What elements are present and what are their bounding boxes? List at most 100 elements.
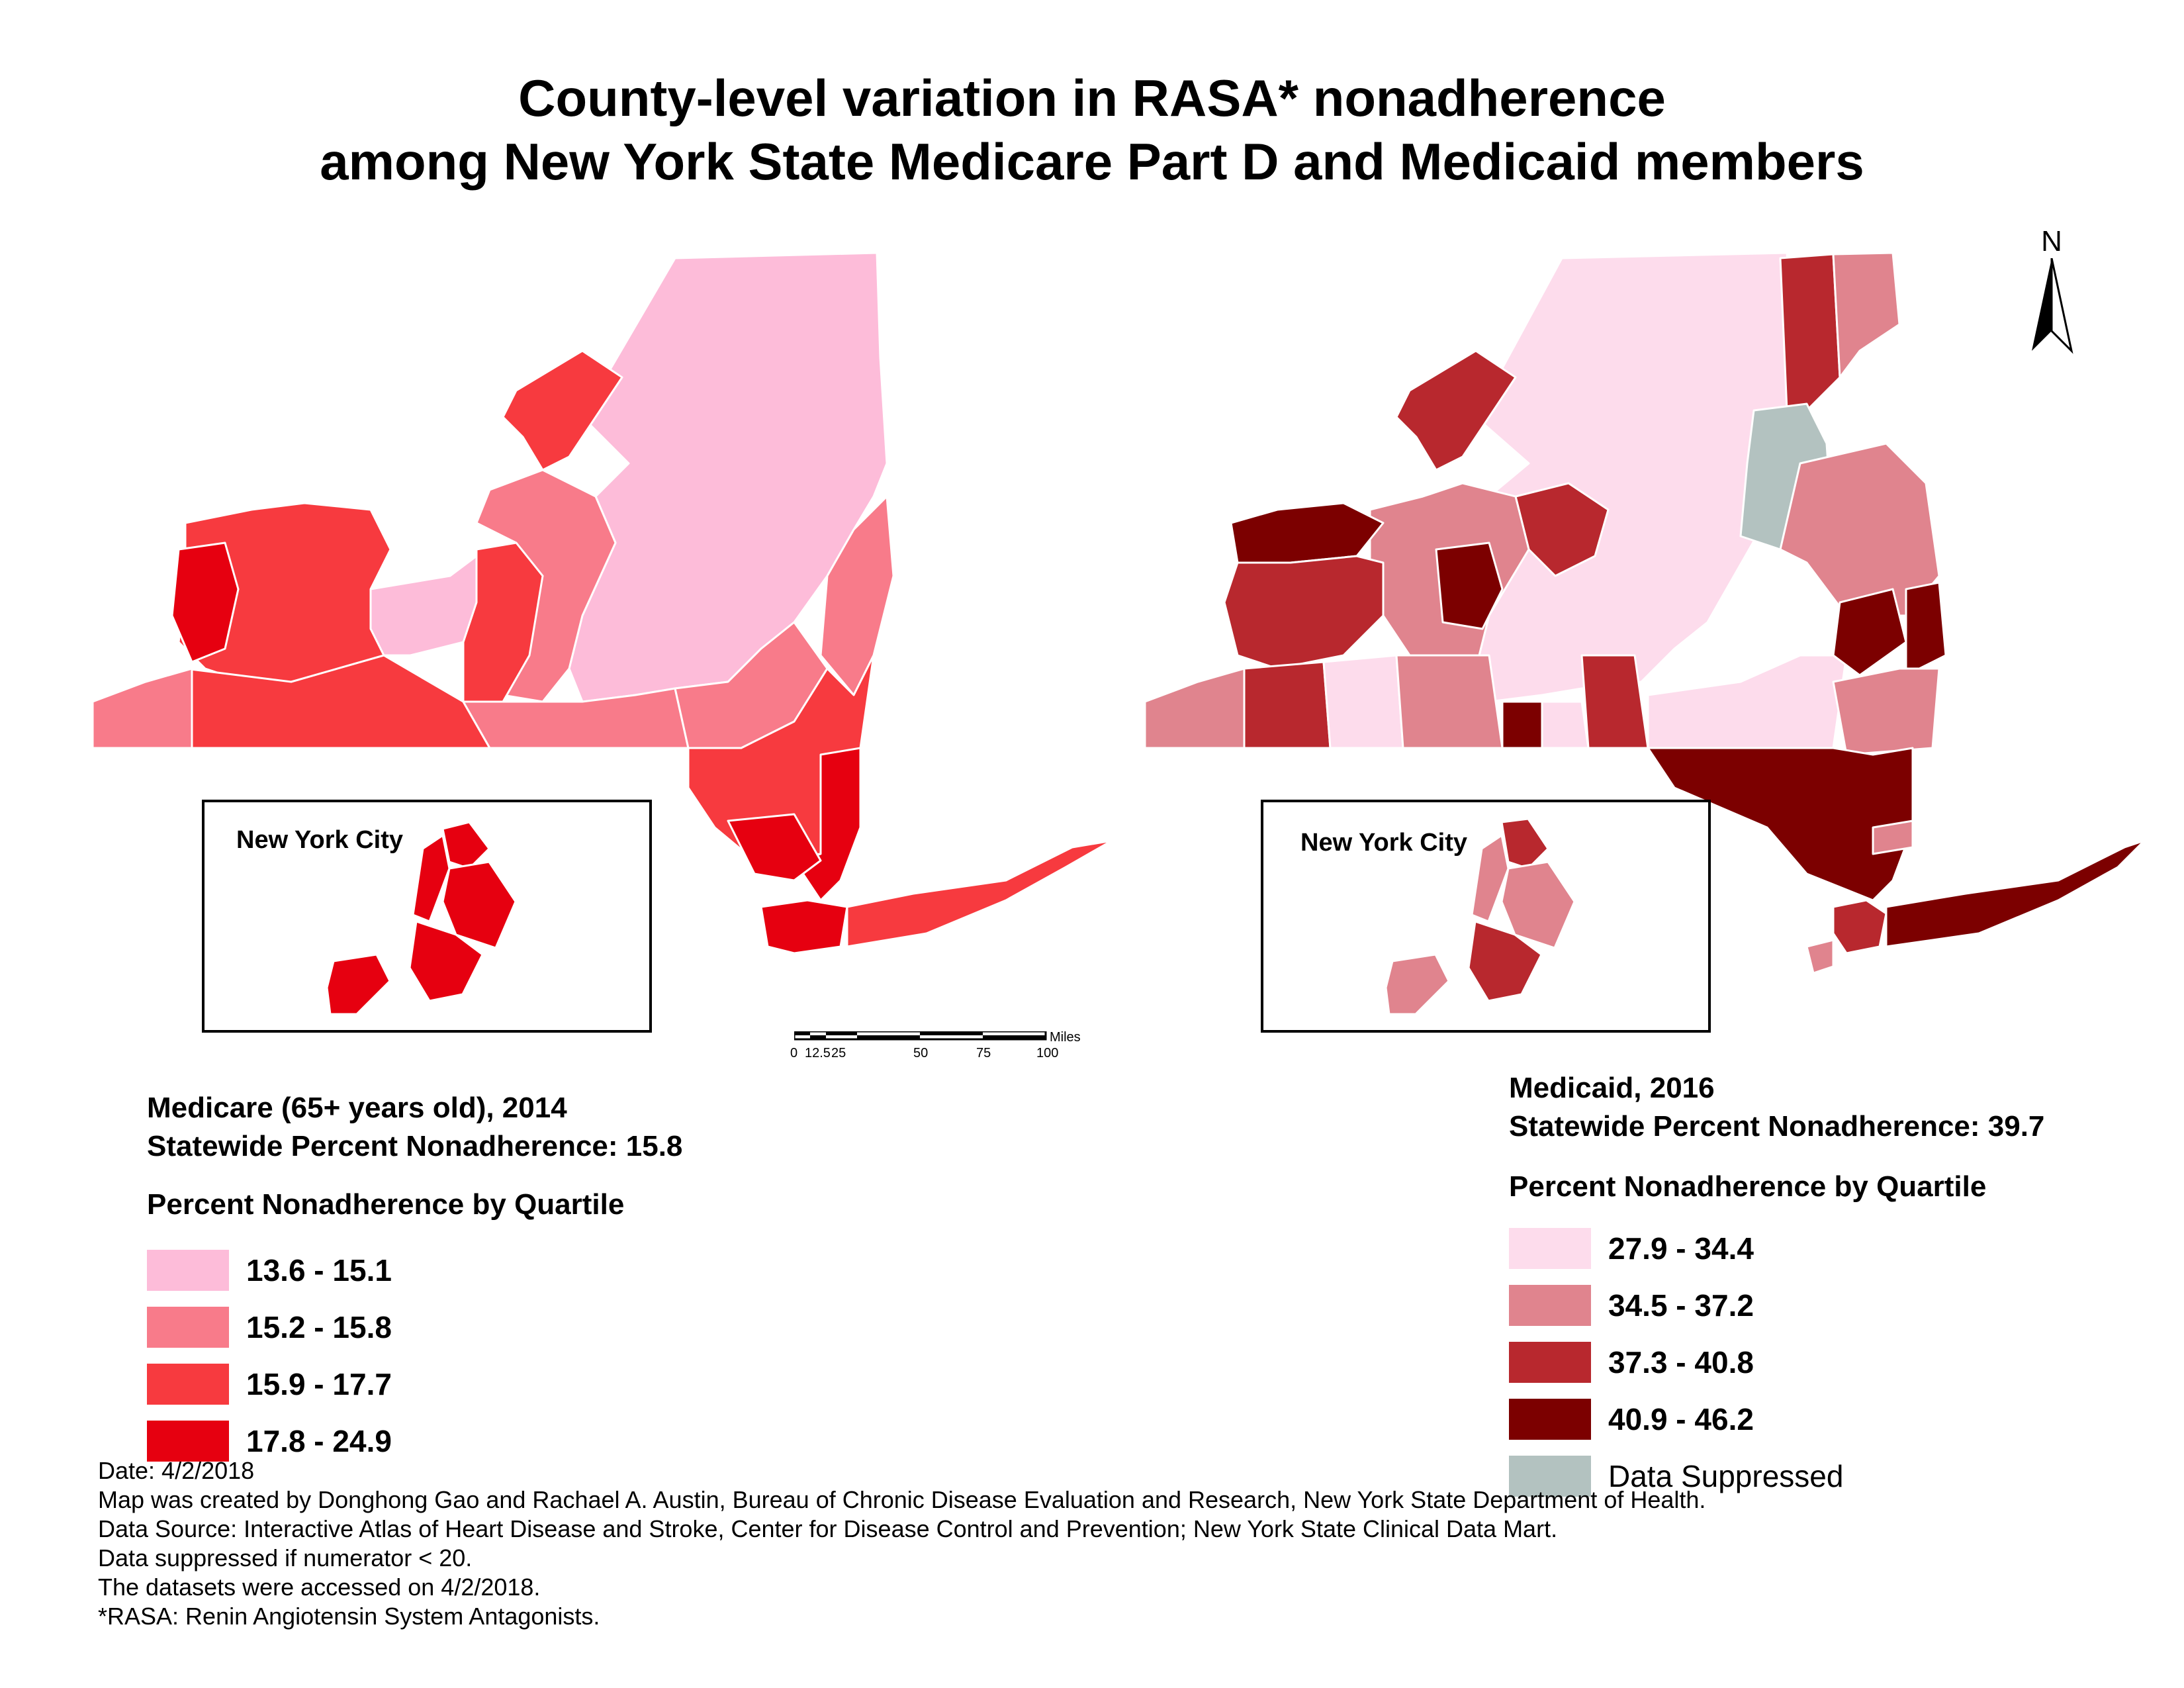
county-jefferson bbox=[1395, 350, 1517, 471]
medicare-section-title: Medicare (65+ years old), 2014 Statewide… bbox=[147, 1089, 682, 1166]
medicaid-county-map bbox=[1144, 252, 2146, 974]
legend-swatch bbox=[147, 1307, 229, 1348]
legend-swatch bbox=[1509, 1285, 1591, 1326]
note-line: Data suppressed if numerator < 20. bbox=[98, 1544, 473, 1571]
county-clinton bbox=[1832, 252, 1901, 379]
medicaid-nyc-inset: New York City bbox=[1261, 800, 1711, 1033]
medicaid-legend-item: Data Suppressed bbox=[1509, 1456, 2038, 1497]
legend-swatch bbox=[147, 1421, 229, 1462]
county-cattaraugus bbox=[1243, 661, 1332, 749]
scale-bar-graphic bbox=[794, 1031, 1047, 1041]
north-arrow: N bbox=[2019, 225, 2085, 357]
title-line-1: County-level variation in RASA* nonadher… bbox=[518, 69, 1666, 127]
borough-staten-island bbox=[1385, 953, 1450, 1015]
medicaid-section-title: Medicaid, 2016 Statewide Percent Nonadhe… bbox=[1509, 1069, 2044, 1146]
medicare-title: Medicare (65+ years old), 2014 bbox=[147, 1092, 567, 1124]
medicare-nyc-boroughs bbox=[326, 821, 517, 1015]
note-line: Data Source: Interactive Atlas of Heart … bbox=[98, 1515, 1558, 1542]
legend-label: 34.5 - 37.2 bbox=[1608, 1288, 1754, 1323]
legend-label: Data Suppressed bbox=[1608, 1459, 1844, 1493]
county-region-southern-tier bbox=[184, 654, 491, 749]
county-region-western-dark bbox=[1230, 502, 1385, 564]
county-region-nyc bbox=[1832, 899, 1888, 955]
legend-label: 13.6 - 15.1 bbox=[246, 1253, 392, 1288]
borough-queens bbox=[441, 861, 517, 949]
borough-brooklyn bbox=[408, 920, 484, 1002]
legend-swatch bbox=[147, 1250, 229, 1291]
medicare-legend-item: 15.9 - 17.7 bbox=[147, 1364, 676, 1405]
county-region-south-mid bbox=[462, 687, 690, 749]
legend-label: 17.8 - 24.9 bbox=[246, 1424, 392, 1458]
legend-label: 27.9 - 34.4 bbox=[1608, 1231, 1754, 1266]
medicare-statewide: Statewide Percent Nonadherence: 15.8 bbox=[147, 1130, 683, 1162]
county-franklin bbox=[1779, 253, 1841, 412]
note-line: Map was created by Donghong Gao and Rach… bbox=[98, 1486, 1706, 1513]
note-line: The datasets were accessed on 4/2/2018. bbox=[98, 1573, 541, 1601]
county-erie bbox=[171, 541, 240, 663]
scale-tick-12-5: 12.5 bbox=[805, 1046, 831, 1060]
legend-label: 40.9 - 46.2 bbox=[1608, 1402, 1754, 1436]
county-rensselaer bbox=[1905, 581, 1947, 677]
medicare-legend-item: 17.8 - 24.9 bbox=[147, 1421, 676, 1462]
medicaid-legend-item: 37.3 - 40.8 bbox=[1509, 1342, 2038, 1383]
note-line: Date: 4/2/2018 bbox=[98, 1457, 255, 1484]
north-arrow-icon bbox=[2032, 258, 2073, 354]
county-albany bbox=[1832, 588, 1907, 677]
county-allegany bbox=[1322, 654, 1404, 749]
note-line: *RASA: Renin Angiotensin System Antagoni… bbox=[98, 1603, 600, 1630]
scale-bar: Miles 0 12.5 25 50 75 100 bbox=[788, 1026, 1081, 1072]
inset-label: New York City bbox=[236, 826, 404, 854]
scale-unit: Miles bbox=[1050, 1030, 1081, 1045]
borough-manhattan bbox=[412, 833, 451, 923]
legend-swatch bbox=[147, 1364, 229, 1405]
medicare-legend-item: 13.6 - 15.1 bbox=[147, 1250, 676, 1291]
legend-swatch bbox=[1509, 1342, 1591, 1383]
legend-label: 15.2 - 15.8 bbox=[246, 1310, 392, 1344]
borough-brooklyn bbox=[1467, 920, 1543, 1002]
county-putnam bbox=[1872, 820, 1914, 855]
scale-tick-0: 0 bbox=[790, 1046, 798, 1060]
borough-manhattan bbox=[1471, 833, 1510, 923]
inset-label: New York City bbox=[1300, 829, 1468, 857]
legend-swatch bbox=[1509, 1228, 1591, 1269]
county-steuben bbox=[1395, 654, 1504, 749]
county-region-nyc bbox=[760, 899, 848, 955]
county-jefferson bbox=[502, 350, 623, 471]
county-chemung bbox=[1501, 700, 1543, 749]
county-region-central-light bbox=[1647, 654, 1848, 749]
county-region-hudson-mid bbox=[1832, 667, 1940, 756]
borough-staten-island bbox=[326, 953, 391, 1015]
county-orange bbox=[727, 813, 822, 882]
medicaid-title: Medicaid, 2016 bbox=[1509, 1072, 1715, 1104]
medicare-nyc-inset: New York City bbox=[202, 800, 652, 1033]
scale-tick-50: 50 bbox=[913, 1046, 929, 1060]
county-chautauqua bbox=[1144, 667, 1246, 749]
north-label: N bbox=[2041, 225, 2062, 258]
county-region-long-island bbox=[1885, 839, 2146, 948]
medicare-county-map bbox=[91, 252, 1113, 955]
map-title: County-level variation in RASA* nonadher… bbox=[0, 66, 2184, 193]
borough-queens bbox=[1500, 861, 1576, 949]
borough-bronx bbox=[1500, 818, 1549, 870]
scale-tick-100: 100 bbox=[1036, 1046, 1059, 1060]
legend-label: 37.3 - 40.8 bbox=[1608, 1345, 1754, 1380]
county-region-long-island bbox=[846, 839, 1113, 948]
legend-swatch bbox=[1509, 1456, 1591, 1497]
medicaid-legend-item: 34.5 - 37.2 bbox=[1509, 1285, 2038, 1326]
title-line-2: among New York State Medicare Part D and… bbox=[320, 132, 1864, 191]
medicaid-nyc-boroughs bbox=[1385, 818, 1576, 1015]
scale-tick-75: 75 bbox=[976, 1046, 991, 1060]
legend-label: 15.9 - 17.7 bbox=[246, 1367, 392, 1401]
scale-tick-25: 25 bbox=[831, 1046, 846, 1060]
county-tioga bbox=[1541, 700, 1590, 749]
county-chautauqua bbox=[91, 667, 193, 749]
legend-swatch bbox=[1509, 1399, 1591, 1440]
medicaid-legend-item: 40.9 - 46.2 bbox=[1509, 1399, 2038, 1440]
county-region-lower-hudson bbox=[1647, 747, 1914, 902]
medicare-legend-item: 15.2 - 15.8 bbox=[147, 1307, 676, 1348]
map-notes: Date: 4/2/2018 Map was created by Dongho… bbox=[98, 1456, 1706, 1631]
county-staten-island bbox=[1805, 939, 1835, 974]
county-onondaga bbox=[1435, 541, 1504, 630]
medicare-legend-heading: Percent Nonadherence by Quartile bbox=[147, 1188, 625, 1221]
medicaid-legend-item: 27.9 - 34.4 bbox=[1509, 1228, 2038, 1269]
